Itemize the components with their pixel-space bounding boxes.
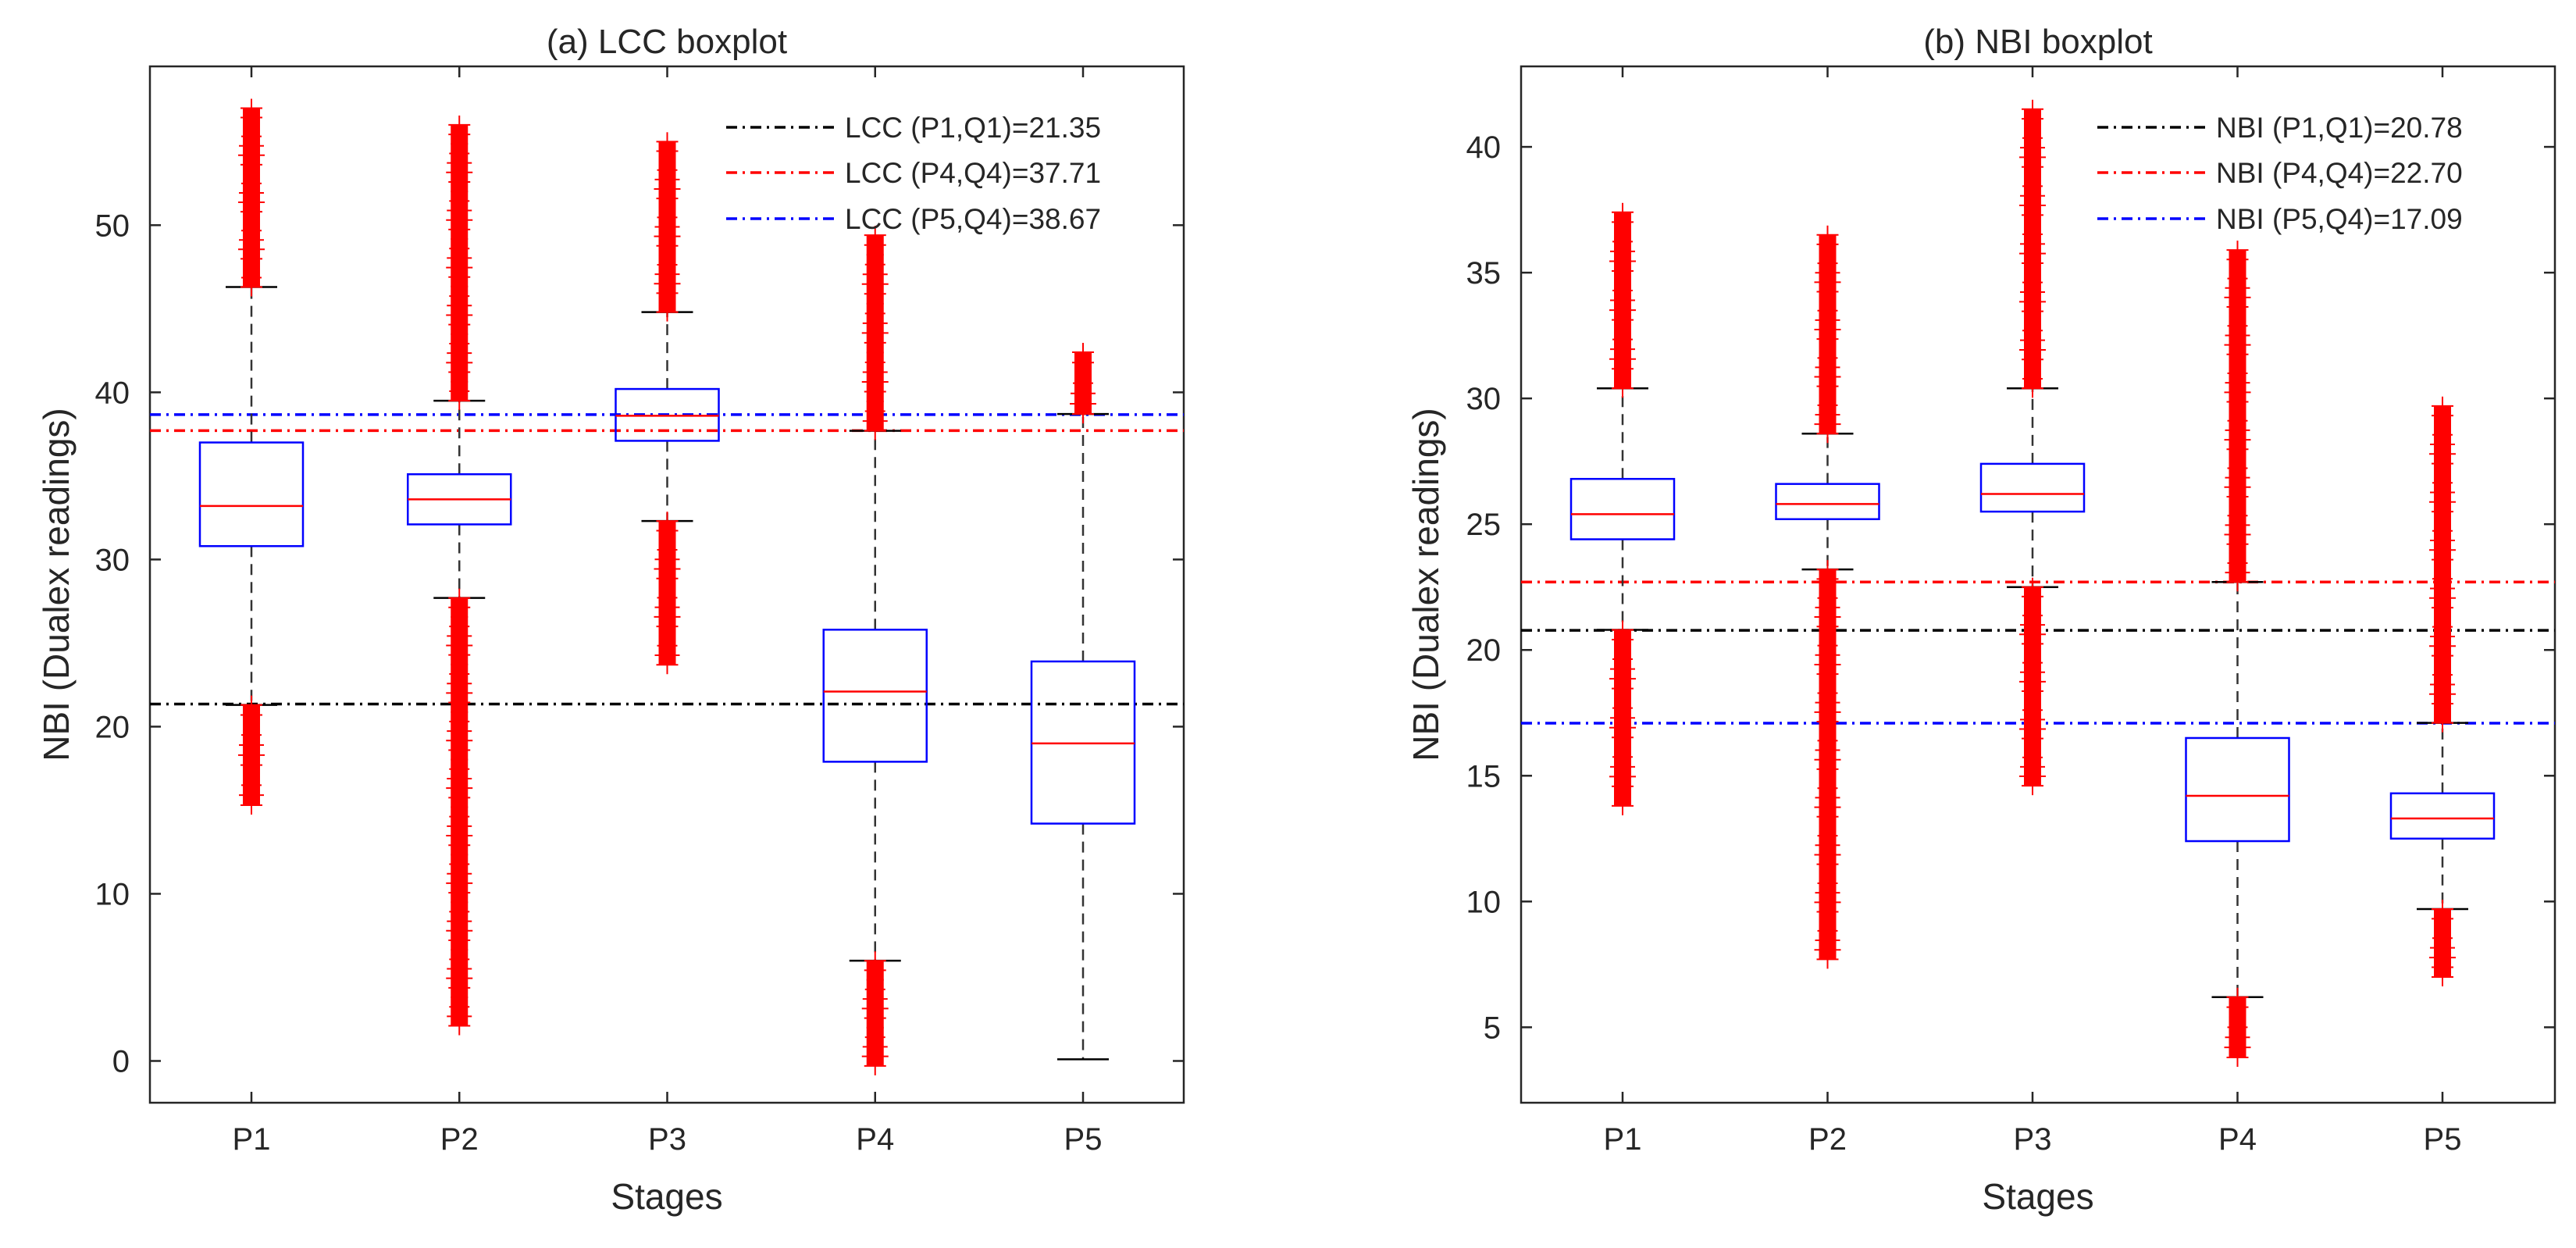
x-tick-label: P3: [2014, 1122, 2052, 1157]
box-iqr: [1979, 462, 2086, 513]
outlier-band-fill: [866, 961, 884, 1066]
y-tick-label: 30: [95, 543, 130, 577]
x-tick-label: P4: [856, 1122, 894, 1157]
x-axis-label: Stages: [611, 1176, 722, 1217]
box-p5: [1030, 342, 1136, 1061]
box-p4: [2185, 241, 2290, 1068]
x-tick-label: P1: [1604, 1122, 1642, 1157]
box-p5: [2389, 396, 2496, 986]
y-tick-label: 5: [1484, 1011, 1501, 1045]
y-axis-label: NBI (Dualex readings): [1406, 408, 1446, 761]
axes-frame: [1520, 65, 2556, 1104]
legend-label: NBI (P5,Q4)=17.09: [2216, 203, 2463, 235]
outlier-band: [446, 588, 473, 1036]
y-tick-label: 20: [95, 710, 130, 744]
outlier-band: [1609, 202, 1636, 398]
outlier-band-fill: [658, 521, 676, 665]
outlier-band-fill: [1819, 234, 1837, 434]
y-axis-label: NBI (Dualex readings): [36, 408, 77, 761]
plot-area: [150, 98, 1184, 1075]
box-iqr: [1569, 477, 1676, 540]
box-p3: [615, 132, 720, 675]
outlier-band: [654, 132, 681, 322]
outlier-band-fill: [451, 597, 469, 1026]
outlier-band-fill: [2024, 109, 2041, 389]
outlier-band-fill: [1819, 569, 1837, 960]
outlier-band: [861, 226, 889, 440]
y-tick-label: 20: [1466, 633, 1502, 668]
outlier-band: [2019, 577, 2046, 796]
chart-title: (b) NBI boxplot: [1923, 23, 2152, 61]
outlier-band-fill: [451, 124, 469, 401]
y-tick-label: 40: [1466, 130, 1502, 165]
legend-label: NBI (P1,Q1)=20.78: [2216, 112, 2463, 144]
box-p4: [822, 226, 928, 1075]
x-tick-label: P2: [1808, 1122, 1847, 1157]
box-iqr: [198, 441, 305, 547]
y-tick-label: 10: [95, 877, 130, 911]
x-axis-label: Stages: [1982, 1176, 2093, 1217]
y-tick-label: 25: [1466, 508, 1502, 542]
outlier-band: [654, 512, 681, 675]
outlier-band-fill: [243, 108, 260, 287]
y-tick-label: 40: [95, 376, 130, 410]
x-tick-label: P4: [2218, 1122, 2257, 1157]
outlier-band-fill: [2434, 908, 2451, 977]
outlier-band: [446, 115, 473, 411]
box-iqr: [1775, 483, 1880, 521]
y-tick-label: 0: [112, 1044, 130, 1079]
legend-label: LCC (P1,Q1)=21.35: [845, 112, 1101, 144]
outlier-band: [1814, 225, 1841, 444]
outlier-band: [1814, 560, 1841, 969]
outlier-band: [861, 951, 889, 1075]
outlier-band: [2224, 987, 2251, 1068]
y-tick-label: 35: [1466, 256, 1502, 291]
box-p1: [198, 98, 305, 815]
outlier-band: [238, 98, 265, 297]
y-tick-label: 50: [95, 209, 130, 243]
y-tick-label: 30: [1466, 382, 1502, 416]
outlier-band-fill: [2024, 587, 2041, 786]
outlier-band: [2224, 241, 2251, 592]
outlier-band-fill: [2229, 250, 2246, 583]
y-tick-label: 10: [1466, 885, 1502, 919]
panel-nbi-boxplot: 5 10 15 20 25 30 35 40 P1 P2 P3 P4 P5 NBI (P1,Q1)=20.…: [1406, 23, 2556, 1217]
box-p3: [1979, 99, 2086, 796]
outlier-band: [2429, 899, 2456, 986]
x-tick-label: P1: [233, 1122, 271, 1157]
x-tick-label: P3: [648, 1122, 686, 1157]
legend-label: LCC (P5,Q4)=38.67: [845, 203, 1101, 235]
x-tick-label: P2: [440, 1122, 479, 1157]
box-p2: [407, 115, 512, 1036]
box-p1: [1569, 202, 1676, 815]
x-tick-label: P5: [1064, 1122, 1103, 1157]
box-iqr: [822, 629, 928, 763]
outlier-band: [1070, 342, 1096, 424]
outlier-band: [2429, 396, 2456, 733]
chart-title: (a) LCC boxplot: [547, 23, 787, 61]
y-tick-label: 15: [1466, 759, 1502, 793]
outlier-band: [2019, 99, 2046, 398]
box-iqr: [2389, 792, 2496, 840]
box-iqr: [2185, 736, 2290, 843]
plot-area: [1521, 99, 2555, 1068]
outlier-band-fill: [2434, 405, 2451, 723]
legend-label: LCC (P4,Q4)=37.71: [845, 157, 1101, 189]
legend-label: NBI (P4,Q4)=22.70: [2216, 157, 2463, 189]
outlier-band: [1609, 620, 1636, 815]
box-p2: [1775, 225, 1880, 969]
outlier-band: [238, 695, 265, 815]
x-tick-label: P5: [2424, 1122, 2462, 1157]
panel-lcc-boxplot: 0 10 20 30 40 50 P1 P2 P3 P4 P5 LCC (P1,Q1)=21.35 LC…: [36, 23, 1185, 1217]
